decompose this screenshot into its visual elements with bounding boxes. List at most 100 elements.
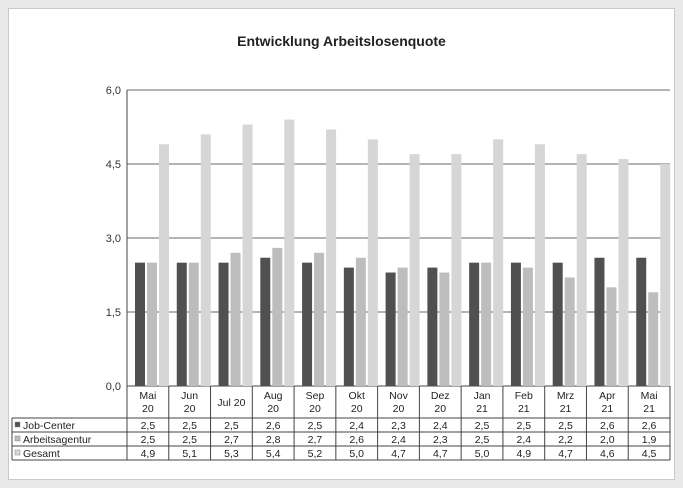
data-label: 4,7 <box>558 448 573 460</box>
bar-gesamt <box>576 154 587 386</box>
data-label: 5,2 <box>308 448 323 460</box>
data-label: 2,0 <box>600 434 615 446</box>
bar-gesamt <box>534 144 545 386</box>
y-tick-label: 0,0 <box>106 381 121 393</box>
bar-job-center <box>260 257 271 386</box>
data-label: 2,4 <box>391 434 406 446</box>
category-label: 20 <box>142 403 154 415</box>
chart-frame <box>8 8 675 480</box>
category-label: 20 <box>393 403 405 415</box>
bar-gesamt <box>618 159 629 386</box>
bar-arbeitsagentur <box>522 267 533 386</box>
legend-label: Arbeitsagentur <box>23 434 92 446</box>
category-label: 20 <box>434 403 446 415</box>
bar-gesamt <box>326 129 337 386</box>
bar-gesamt <box>660 164 671 386</box>
data-label: 2,6 <box>642 420 657 432</box>
data-label: 2,5 <box>517 420 532 432</box>
data-label: 2,8 <box>266 434 281 446</box>
data-label: 2,5 <box>141 420 156 432</box>
category-label: 21 <box>602 403 614 415</box>
bar-gesamt <box>242 124 253 387</box>
data-label: 2,5 <box>475 434 490 446</box>
category-label: Feb <box>515 390 533 402</box>
legend-swatch <box>14 435 21 442</box>
bar-gesamt <box>493 139 504 386</box>
legend-label: Gesamt <box>23 448 60 460</box>
bar-job-center <box>469 262 480 386</box>
legend-swatch <box>14 449 21 456</box>
category-label: 21 <box>643 403 655 415</box>
bar-gesamt <box>200 134 211 386</box>
category-label: 20 <box>184 403 196 415</box>
bar-gesamt <box>367 139 378 386</box>
data-label: 5,0 <box>475 448 490 460</box>
category-label: Dez <box>431 390 450 402</box>
category-label: Okt <box>349 390 365 402</box>
bar-job-center <box>218 262 229 386</box>
category-label: Aug <box>264 390 283 402</box>
category-label: Nov <box>389 390 408 402</box>
category-label: Mai <box>641 390 658 402</box>
category-label: Apr <box>599 390 616 402</box>
bar-arbeitsagentur <box>188 262 199 386</box>
data-label: 2,3 <box>391 420 406 432</box>
data-label: 4,9 <box>141 448 156 460</box>
bar-gesamt <box>451 154 462 386</box>
bar-job-center <box>594 257 605 386</box>
bar-gesamt <box>284 119 295 386</box>
data-label: 4,7 <box>433 448 448 460</box>
data-label: 2,4 <box>517 434 532 446</box>
bar-arbeitsagentur <box>272 247 283 386</box>
data-label: 5,4 <box>266 448 281 460</box>
bar-job-center <box>135 262 145 386</box>
data-label: 2,2 <box>558 434 573 446</box>
bar-gesamt <box>409 154 420 386</box>
data-label: 5,1 <box>182 448 197 460</box>
y-tick-label: 3,0 <box>106 233 121 245</box>
legend-swatch <box>14 421 21 428</box>
data-label: 2,5 <box>308 420 323 432</box>
bar-arbeitsagentur <box>439 272 450 386</box>
bar-gesamt <box>159 144 169 386</box>
bar-job-center <box>636 257 647 386</box>
category-label: Mai <box>139 390 156 402</box>
category-label: 21 <box>476 403 488 415</box>
data-label: 2,5 <box>182 420 197 432</box>
bar-arbeitsagentur <box>564 277 575 386</box>
y-tick-label: 1,5 <box>106 307 121 319</box>
data-label: 2,7 <box>224 434 239 446</box>
data-label: 2,4 <box>349 420 364 432</box>
bar-job-center <box>176 262 187 386</box>
category-label: 20 <box>351 403 363 415</box>
bar-arbeitsagentur <box>314 252 325 386</box>
data-label: 2,5 <box>475 420 490 432</box>
category-label: Mrz <box>557 390 575 402</box>
data-label: 4,6 <box>600 448 615 460</box>
data-label: 2,5 <box>558 420 573 432</box>
data-label: 4,9 <box>517 448 532 460</box>
legend-label: Job-Center <box>23 420 75 432</box>
category-label: Jul 20 <box>217 397 245 409</box>
data-label: 2,4 <box>433 420 448 432</box>
data-label: 2,5 <box>182 434 197 446</box>
bar-arbeitsagentur <box>397 267 408 386</box>
category-label: Sep <box>306 390 325 402</box>
chart-title: Entwicklung Arbeitslosenquote <box>237 33 446 49</box>
bar-arbeitsagentur <box>606 287 617 386</box>
category-label: Jan <box>474 390 491 402</box>
data-label: 2,5 <box>141 434 156 446</box>
bar-arbeitsagentur <box>481 262 492 386</box>
data-label: 4,5 <box>642 448 657 460</box>
bar-job-center <box>552 262 563 386</box>
bar-job-center <box>510 262 521 386</box>
bar-arbeitsagentur <box>355 257 366 386</box>
data-label: 2,6 <box>600 420 615 432</box>
data-label: 2,6 <box>266 420 281 432</box>
data-label: 2,5 <box>224 420 239 432</box>
y-tick-label: 4,5 <box>106 159 121 171</box>
category-label: Jun <box>181 390 198 402</box>
data-label: 2,7 <box>308 434 323 446</box>
data-label: 5,3 <box>224 448 239 460</box>
